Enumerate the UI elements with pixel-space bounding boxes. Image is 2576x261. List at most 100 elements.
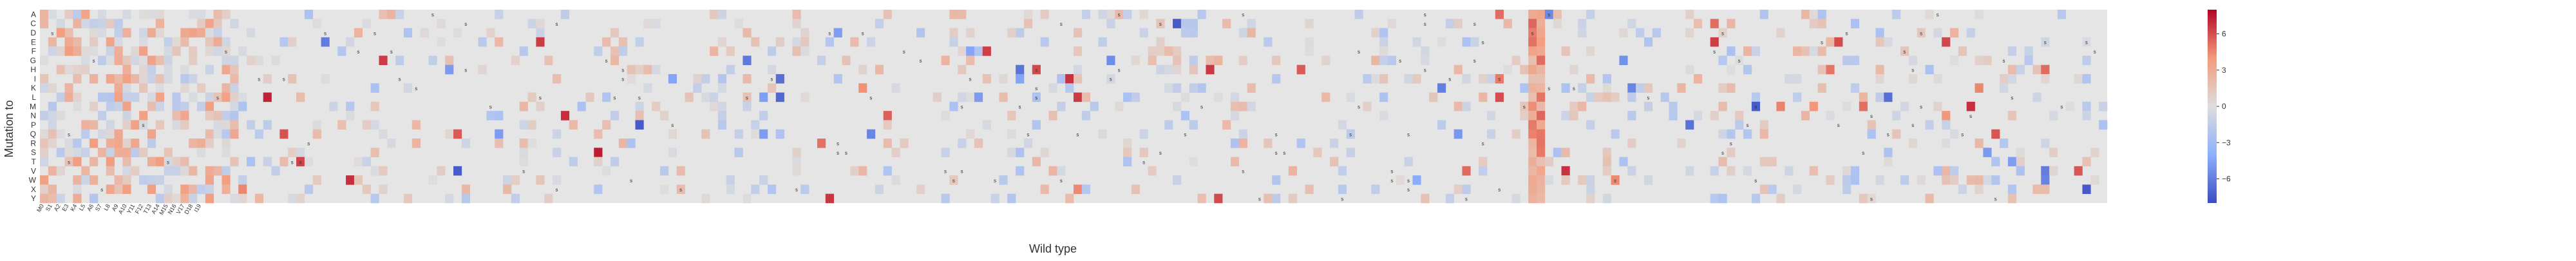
heatmap-cell	[858, 83, 867, 93]
heatmap-cell	[2090, 148, 2099, 157]
heatmap-cell	[1479, 157, 1488, 167]
heatmap-cell	[247, 28, 256, 38]
heatmap-cell	[461, 139, 470, 148]
heatmap-cell	[164, 193, 173, 204]
row-label: R	[30, 139, 36, 148]
heatmap-cell	[949, 28, 958, 38]
heatmap-cell	[519, 120, 528, 130]
heatmap-cell	[536, 175, 545, 185]
column-label: A2	[53, 203, 62, 213]
heatmap-cell	[759, 92, 768, 102]
column-label: K4	[69, 203, 78, 213]
heatmap-cell	[1528, 184, 1537, 195]
heatmap-cell	[1313, 148, 1322, 157]
heatmap-cell	[1917, 175, 1926, 185]
heatmap-cell	[775, 74, 784, 84]
heatmap-cell	[122, 10, 131, 19]
heatmap-cell	[296, 148, 305, 157]
heatmap-cell	[1363, 101, 1372, 111]
heatmap-cell	[81, 19, 90, 28]
heatmap-cell	[553, 175, 562, 185]
significance-marker: s	[357, 49, 359, 55]
heatmap-cell	[312, 19, 321, 28]
heatmap-cell	[379, 10, 388, 19]
heatmap-cell	[48, 101, 57, 111]
heatmap-cell	[271, 55, 280, 66]
heatmap-cell	[189, 28, 198, 38]
heatmap-cell	[1677, 83, 1686, 93]
heatmap-cell	[1528, 37, 1537, 47]
heatmap-cell	[1809, 19, 1818, 28]
heatmap-cell	[1296, 139, 1305, 148]
heatmap-cell	[2074, 74, 2083, 84]
heatmap-cell	[56, 193, 65, 204]
heatmap-cell	[495, 111, 504, 121]
heatmap-cell	[1189, 28, 1198, 38]
significance-marker: s	[216, 95, 219, 101]
heatmap-cell	[90, 120, 99, 130]
heatmap-cell	[64, 139, 73, 148]
heatmap-cell	[131, 120, 140, 130]
heatmap-cell	[106, 37, 115, 47]
heatmap-cell	[1288, 166, 1297, 176]
heatmap-cell	[205, 92, 214, 102]
heatmap-cell	[643, 83, 652, 93]
heatmap-cell	[337, 120, 346, 130]
heatmap-cell	[155, 28, 164, 38]
heatmap-cell	[254, 129, 263, 139]
heatmap-cell	[56, 19, 65, 28]
significance-marker: s	[1937, 12, 1939, 18]
significance-marker: s	[1184, 131, 1186, 137]
heatmap-cell	[213, 111, 222, 121]
heatmap-cell	[1048, 83, 1057, 93]
heatmap-cell	[296, 92, 305, 102]
heatmap-cell	[941, 193, 950, 204]
heatmap-cell	[222, 166, 231, 176]
heatmap-cell	[312, 120, 321, 130]
heatmap-cell	[213, 46, 222, 56]
heatmap-cell	[106, 46, 115, 56]
heatmap-cell	[230, 74, 239, 84]
heatmap-cell	[1950, 55, 1959, 66]
heatmap-cell	[627, 74, 636, 84]
significance-marker: s	[1647, 95, 1649, 101]
heatmap-cell	[90, 74, 99, 84]
heatmap-cell	[114, 129, 123, 139]
heatmap-cell	[196, 10, 206, 19]
significance-marker: s	[100, 187, 103, 193]
heatmap-cell	[966, 55, 975, 66]
heatmap-cell	[2016, 148, 2025, 157]
heatmap-cell	[213, 129, 222, 139]
heatmap-cell	[64, 83, 73, 93]
heatmap-cell	[1156, 64, 1165, 75]
heatmap-cell	[172, 157, 181, 167]
heatmap-cell	[652, 19, 661, 28]
heatmap-cell	[222, 83, 231, 93]
significance-marker: s	[464, 67, 467, 73]
heatmap-cell	[1238, 129, 1247, 139]
heatmap-cell	[1528, 111, 1537, 121]
heatmap-cell	[196, 139, 206, 148]
heatmap-cell	[2007, 111, 2017, 121]
significance-marker: s	[1730, 141, 1732, 147]
heatmap-cell	[1412, 175, 1421, 185]
heatmap-cell	[64, 37, 73, 47]
heatmap-cell	[553, 129, 562, 139]
heatmap-cell	[139, 28, 148, 38]
significance-marker: s	[1482, 40, 1484, 46]
heatmap-cell	[999, 175, 1008, 185]
heatmap-cell	[1627, 139, 1636, 148]
heatmap-cell	[1123, 92, 1132, 102]
heatmap-cell	[1115, 10, 1124, 19]
heatmap-cell	[1569, 64, 1578, 75]
heatmap-cell	[1850, 55, 1860, 66]
heatmap-cell	[97, 55, 107, 66]
heatmap-cell	[1338, 120, 1347, 130]
heatmap-cell	[1553, 19, 1562, 28]
heatmap-cell	[263, 157, 272, 167]
heatmap-cell	[1966, 28, 1975, 38]
heatmap-cell	[1487, 111, 1496, 121]
heatmap-cell	[114, 184, 123, 195]
heatmap-cell	[155, 101, 164, 111]
heatmap-cell	[602, 92, 611, 102]
